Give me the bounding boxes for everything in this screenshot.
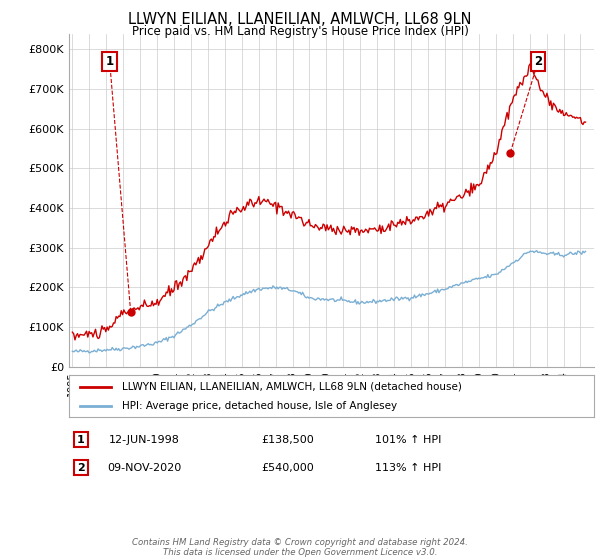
Text: 113% ↑ HPI: 113% ↑ HPI xyxy=(375,463,441,473)
Text: 2: 2 xyxy=(77,463,85,473)
Text: 1: 1 xyxy=(106,55,114,68)
Text: Price paid vs. HM Land Registry's House Price Index (HPI): Price paid vs. HM Land Registry's House … xyxy=(131,25,469,38)
Text: LLWYN EILIAN, LLANEILIAN, AMLWCH, LL68 9LN (detached house): LLWYN EILIAN, LLANEILIAN, AMLWCH, LL68 9… xyxy=(121,381,461,391)
Text: HPI: Average price, detached house, Isle of Anglesey: HPI: Average price, detached house, Isle… xyxy=(121,401,397,411)
Text: LLWYN EILIAN, LLANEILIAN, AMLWCH, LL68 9LN: LLWYN EILIAN, LLANEILIAN, AMLWCH, LL68 9… xyxy=(128,12,472,27)
Text: 2: 2 xyxy=(534,55,542,68)
Text: 12-JUN-1998: 12-JUN-1998 xyxy=(109,435,179,445)
Text: Contains HM Land Registry data © Crown copyright and database right 2024.
This d: Contains HM Land Registry data © Crown c… xyxy=(132,538,468,557)
Text: 09-NOV-2020: 09-NOV-2020 xyxy=(107,463,181,473)
Text: £138,500: £138,500 xyxy=(262,435,314,445)
Text: £540,000: £540,000 xyxy=(262,463,314,473)
Text: 1: 1 xyxy=(77,435,85,445)
Text: 101% ↑ HPI: 101% ↑ HPI xyxy=(375,435,441,445)
